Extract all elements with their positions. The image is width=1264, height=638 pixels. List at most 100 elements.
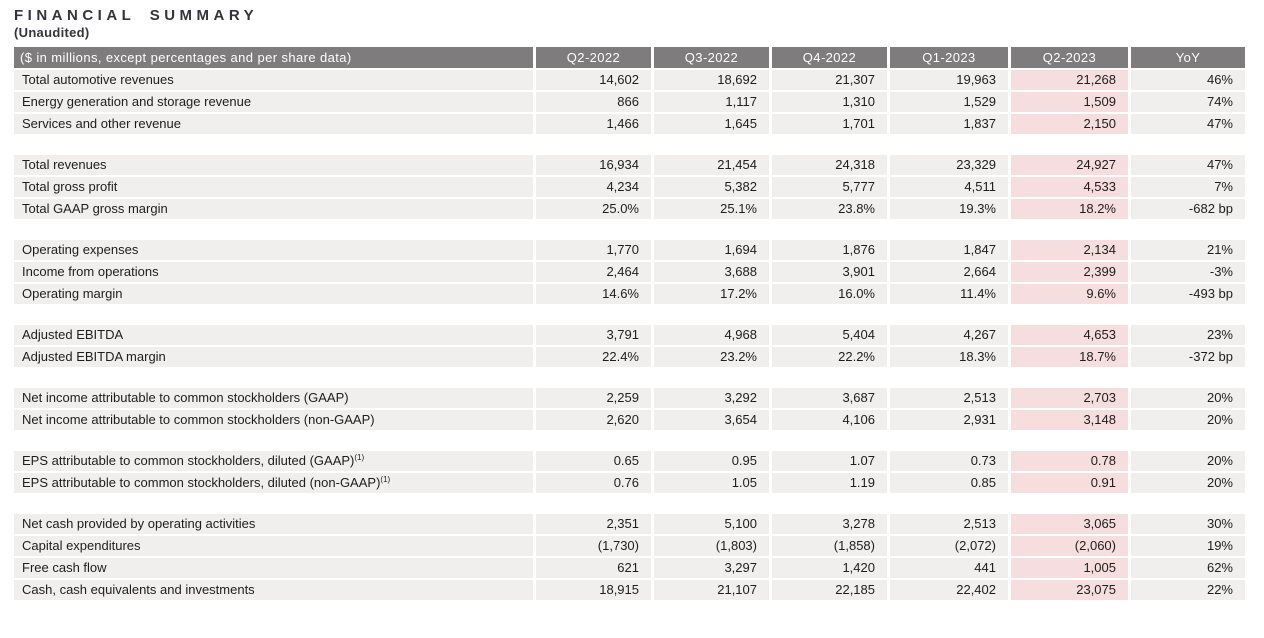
value-cell: 18.7%	[1011, 347, 1128, 367]
yoy-value-cell: -3%	[1131, 262, 1245, 282]
row-label: Operating expenses	[14, 240, 533, 260]
value-cell: 9.6%	[1011, 284, 1128, 304]
table-row: Total gross profit 4,234 5,382 5,777 4,511 4,…	[14, 177, 1245, 197]
row-label: Operating margin	[14, 284, 533, 304]
value-cell: 18,915	[536, 580, 651, 600]
value-cell: 0.73	[890, 451, 1008, 471]
value-cell: 23.8%	[772, 199, 887, 219]
row-group: Net cash provided by operating activitie…	[14, 514, 1245, 600]
value-cell: 2,620	[536, 410, 651, 430]
footnote-marker: (1)	[354, 453, 365, 462]
value-cell: 14,602	[536, 70, 651, 90]
value-cell: 16,934	[536, 155, 651, 175]
row-label: Energy generation and storage revenue	[14, 92, 533, 112]
column-header-yoy: YoY	[1131, 47, 1245, 68]
table-row: Total GAAP gross margin 25.0% 25.1% 23.8% 19…	[14, 199, 1245, 219]
table-row: Income from operations 2,464 3,688 3,901 2,6…	[14, 262, 1245, 282]
footnote-marker: (1)	[380, 475, 391, 484]
value-cell: 4,267	[890, 325, 1008, 345]
value-cell: 0.85	[890, 473, 1008, 493]
value-cell: 21,107	[654, 580, 769, 600]
value-cell: 0.76	[536, 473, 651, 493]
yoy-value-cell: 19%	[1131, 536, 1245, 556]
value-cell: 4,511	[890, 177, 1008, 197]
value-cell: 19.3%	[890, 199, 1008, 219]
row-label-text: Capital expenditures	[22, 538, 141, 553]
value-cell: 3,065	[1011, 514, 1128, 534]
value-cell: 21,268	[1011, 70, 1128, 90]
value-cell: 22,185	[772, 580, 887, 600]
row-label: Capital expenditures	[14, 536, 533, 556]
row-label: Adjusted EBITDA	[14, 325, 533, 345]
value-cell: 19,963	[890, 70, 1008, 90]
financial-summary-table: ($ in millions, except percentages and p…	[14, 47, 1245, 600]
page-subtitle: (Unaudited)	[14, 25, 90, 40]
value-cell: 2,513	[890, 514, 1008, 534]
row-label-text: Services and other revenue	[22, 116, 181, 131]
table-row: Operating margin 14.6% 17.2% 16.0% 11.4% 9.6%…	[14, 284, 1245, 304]
value-cell: (1,858)	[772, 536, 887, 556]
row-label-text: Net income attributable to common stockh…	[22, 390, 349, 405]
yoy-value-cell: 23%	[1131, 325, 1245, 345]
value-cell: 2,150	[1011, 114, 1128, 134]
value-cell: 621	[536, 558, 651, 578]
row-label: Income from operations	[14, 262, 533, 282]
value-cell: 1,645	[654, 114, 769, 134]
value-cell: 1,509	[1011, 92, 1128, 112]
row-group: Adjusted EBITDA 3,791 4,968 5,404 4,267 4,653…	[14, 325, 1245, 367]
value-cell: 25.0%	[536, 199, 651, 219]
value-cell: 1.05	[654, 473, 769, 493]
yoy-value-cell: -493 bp	[1131, 284, 1245, 304]
value-cell: 2,134	[1011, 240, 1128, 260]
value-cell: (1,803)	[654, 536, 769, 556]
value-cell: 18,692	[654, 70, 769, 90]
value-cell: 2,931	[890, 410, 1008, 430]
row-label: EPS attributable to common stockholders,…	[14, 473, 533, 493]
value-cell: 23,329	[890, 155, 1008, 175]
yoy-value-cell: 20%	[1131, 388, 1245, 408]
value-cell: 1,310	[772, 92, 887, 112]
column-header-q2-2023: Q2-2023	[1011, 47, 1128, 68]
value-cell: 2,464	[536, 262, 651, 282]
row-label-text: Energy generation and storage revenue	[22, 94, 252, 109]
yoy-value-cell: 47%	[1131, 114, 1245, 134]
value-cell: 3,791	[536, 325, 651, 345]
table-body: Total automotive revenues 14,602 18,692 21,…	[14, 70, 1245, 600]
yoy-value-cell: 20%	[1131, 473, 1245, 493]
value-cell: 866	[536, 92, 651, 112]
value-cell: 24,927	[1011, 155, 1128, 175]
row-group: EPS attributable to common stockholders,…	[14, 451, 1245, 493]
row-label-text: Net income attributable to common stockh…	[22, 412, 375, 427]
table-row: Net cash provided by operating activitie…	[14, 514, 1245, 534]
row-group: Net income attributable to common stockh…	[14, 388, 1245, 430]
value-cell: 0.65	[536, 451, 651, 471]
value-cell: 3,688	[654, 262, 769, 282]
row-group: Total automotive revenues 14,602 18,692 21,…	[14, 70, 1245, 134]
yoy-value-cell: 20%	[1131, 410, 1245, 430]
value-cell: 0.78	[1011, 451, 1128, 471]
row-label-text: Net cash provided by operating activitie…	[22, 516, 256, 531]
table-row: Free cash flow 621 3,297 1,420 441 1,005 62%	[14, 558, 1245, 578]
value-cell: 3,278	[772, 514, 887, 534]
value-cell: 16.0%	[772, 284, 887, 304]
table-row: Total automotive revenues 14,602 18,692 21,…	[14, 70, 1245, 90]
value-cell: 4,653	[1011, 325, 1128, 345]
row-label: Services and other revenue	[14, 114, 533, 134]
yoy-value-cell: 74%	[1131, 92, 1245, 112]
value-cell: 3,292	[654, 388, 769, 408]
row-label-text: Total revenues	[22, 157, 107, 172]
value-cell: 0.95	[654, 451, 769, 471]
value-cell: 1,770	[536, 240, 651, 260]
value-cell: 1,005	[1011, 558, 1128, 578]
yoy-value-cell: -372 bp	[1131, 347, 1245, 367]
table-row: Net income attributable to common stockh…	[14, 388, 1245, 408]
value-cell: 3,654	[654, 410, 769, 430]
value-cell: 2,664	[890, 262, 1008, 282]
value-cell: 14.6%	[536, 284, 651, 304]
row-label-text: Adjusted EBITDA margin	[22, 349, 166, 364]
value-cell: 4,968	[654, 325, 769, 345]
row-label: Cash, cash equivalents and investments	[14, 580, 533, 600]
column-header-q3-2022: Q3-2022	[654, 47, 769, 68]
row-label-text: Free cash flow	[22, 560, 107, 575]
value-cell: 18.3%	[890, 347, 1008, 367]
